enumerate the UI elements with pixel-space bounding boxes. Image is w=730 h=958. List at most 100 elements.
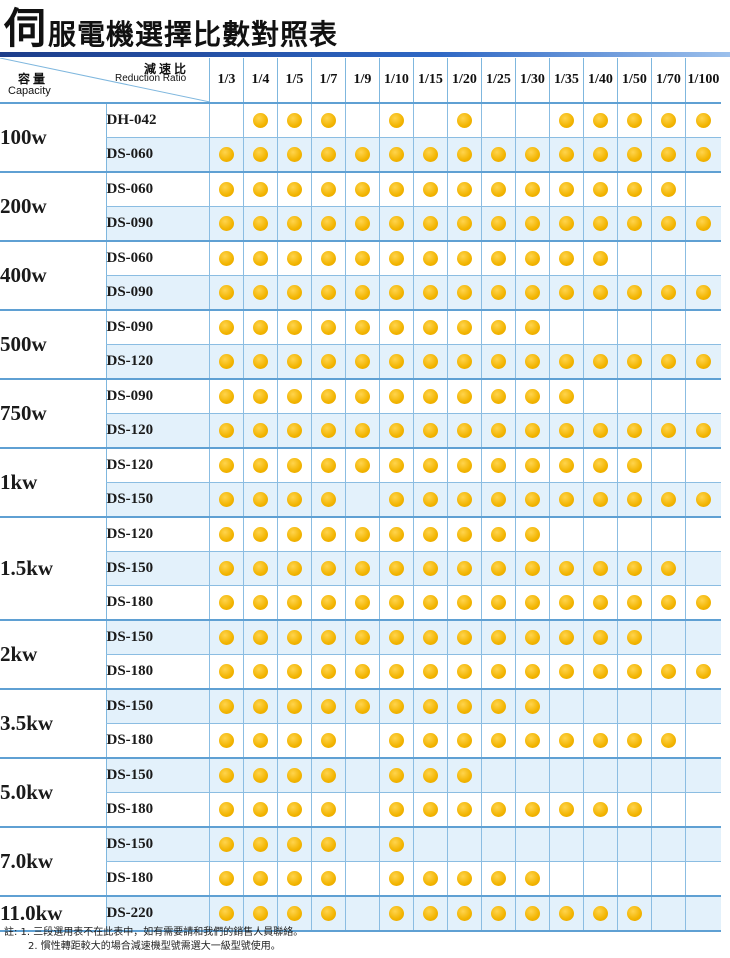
- available-dot-icon: [253, 526, 268, 542]
- compat-cell: [243, 896, 278, 932]
- available-dot-icon: [559, 457, 574, 473]
- compat-cell: [413, 861, 448, 897]
- compat-cell: [243, 379, 278, 414]
- model-cell: DH-042: [105, 103, 210, 138]
- compat-cell: [447, 689, 482, 724]
- compat-cell: [379, 861, 414, 897]
- available-dot-icon: [219, 870, 234, 886]
- compat-cell: [583, 310, 618, 345]
- available-dot-icon: [253, 388, 268, 404]
- available-dot-icon: [389, 560, 404, 576]
- compat-cell: [345, 792, 380, 828]
- compat-cell: [685, 103, 721, 138]
- compat-cell: [311, 689, 346, 724]
- available-dot-icon: [253, 146, 268, 162]
- available-dot-icon: [593, 732, 608, 748]
- ratio-header-1-3: 1/3: [209, 58, 244, 104]
- compat-cell: [413, 206, 448, 242]
- compat-cell: [379, 689, 414, 724]
- compat-cell: [277, 689, 312, 724]
- compat-cell: [515, 413, 550, 449]
- table-row: 3.5kw DS-150: [0, 689, 721, 759]
- available-dot-icon: [559, 215, 574, 231]
- available-dot-icon: [423, 491, 438, 507]
- compat-cell: [549, 241, 584, 276]
- table-row: DS-150: [0, 551, 721, 586]
- compat-cell: [413, 896, 448, 932]
- compat-cell: [549, 379, 584, 414]
- compat-cell: [243, 310, 278, 345]
- compat-cell: [481, 827, 516, 862]
- available-dot-icon: [287, 526, 302, 542]
- compat-cell: [379, 723, 414, 759]
- ratio-header-1-5: 1/5: [277, 58, 312, 104]
- model-cell: DS-060: [105, 172, 210, 207]
- compat-cell: [651, 654, 686, 690]
- compat-cell: [447, 413, 482, 449]
- available-dot-icon: [559, 594, 574, 610]
- available-dot-icon: [423, 388, 438, 404]
- available-dot-icon: [287, 181, 302, 197]
- compat-cell: [515, 723, 550, 759]
- available-dot-icon: [661, 181, 676, 197]
- compat-cell: [209, 275, 244, 311]
- compat-cell: [515, 517, 550, 552]
- compat-cell: [583, 275, 618, 311]
- compat-cell: [617, 241, 652, 276]
- available-dot-icon: [457, 181, 472, 197]
- available-dot-icon: [253, 457, 268, 473]
- compat-cell: [379, 103, 414, 138]
- available-dot-icon: [525, 870, 540, 886]
- compat-cell: [311, 482, 346, 518]
- available-dot-icon: [491, 732, 506, 748]
- compat-cell: [413, 137, 448, 173]
- available-dot-icon: [219, 836, 234, 852]
- available-dot-icon: [287, 215, 302, 231]
- available-dot-icon: [457, 491, 472, 507]
- compat-cell: [209, 206, 244, 242]
- available-dot-icon: [389, 836, 404, 852]
- compat-cell: [651, 413, 686, 449]
- compat-cell: [651, 723, 686, 759]
- compat-cell: [277, 654, 312, 690]
- compat-cell: [515, 275, 550, 311]
- compat-cell: [413, 827, 448, 862]
- compat-cell: [209, 861, 244, 897]
- compat-cell: [549, 689, 584, 724]
- compat-cell: [515, 620, 550, 655]
- compat-cell: [209, 379, 244, 414]
- available-dot-icon: [287, 319, 302, 335]
- compat-cell: [481, 723, 516, 759]
- footnote-1: 註: 1. 三段選用表不在此表中，如有需要請和我們的銷售人員聯絡。: [4, 927, 304, 938]
- compat-cell: [243, 585, 278, 621]
- compat-cell: [311, 413, 346, 449]
- available-dot-icon: [321, 663, 336, 679]
- compat-cell: [549, 585, 584, 621]
- compat-cell: [379, 758, 414, 793]
- compat-cell: [515, 344, 550, 380]
- available-dot-icon: [253, 594, 268, 610]
- available-dot-icon: [389, 629, 404, 645]
- model-cell: DS-180: [105, 585, 210, 621]
- compat-cell: [209, 103, 244, 138]
- compat-cell: [379, 413, 414, 449]
- available-dot-icon: [287, 905, 302, 921]
- available-dot-icon: [491, 457, 506, 473]
- compat-cell: [685, 379, 721, 414]
- available-dot-icon: [253, 905, 268, 921]
- available-dot-icon: [219, 801, 234, 817]
- available-dot-icon: [219, 560, 234, 576]
- compat-cell: [651, 137, 686, 173]
- compat-cell: [447, 275, 482, 311]
- table-row: DS-180: [0, 861, 721, 897]
- compat-cell: [311, 448, 346, 483]
- available-dot-icon: [389, 146, 404, 162]
- available-dot-icon: [491, 388, 506, 404]
- compat-cell: [583, 654, 618, 690]
- available-dot-icon: [457, 526, 472, 542]
- ratio-header-1-30: 1/30: [515, 58, 550, 104]
- available-dot-icon: [593, 250, 608, 266]
- available-dot-icon: [627, 353, 642, 369]
- available-dot-icon: [321, 250, 336, 266]
- available-dot-icon: [253, 491, 268, 507]
